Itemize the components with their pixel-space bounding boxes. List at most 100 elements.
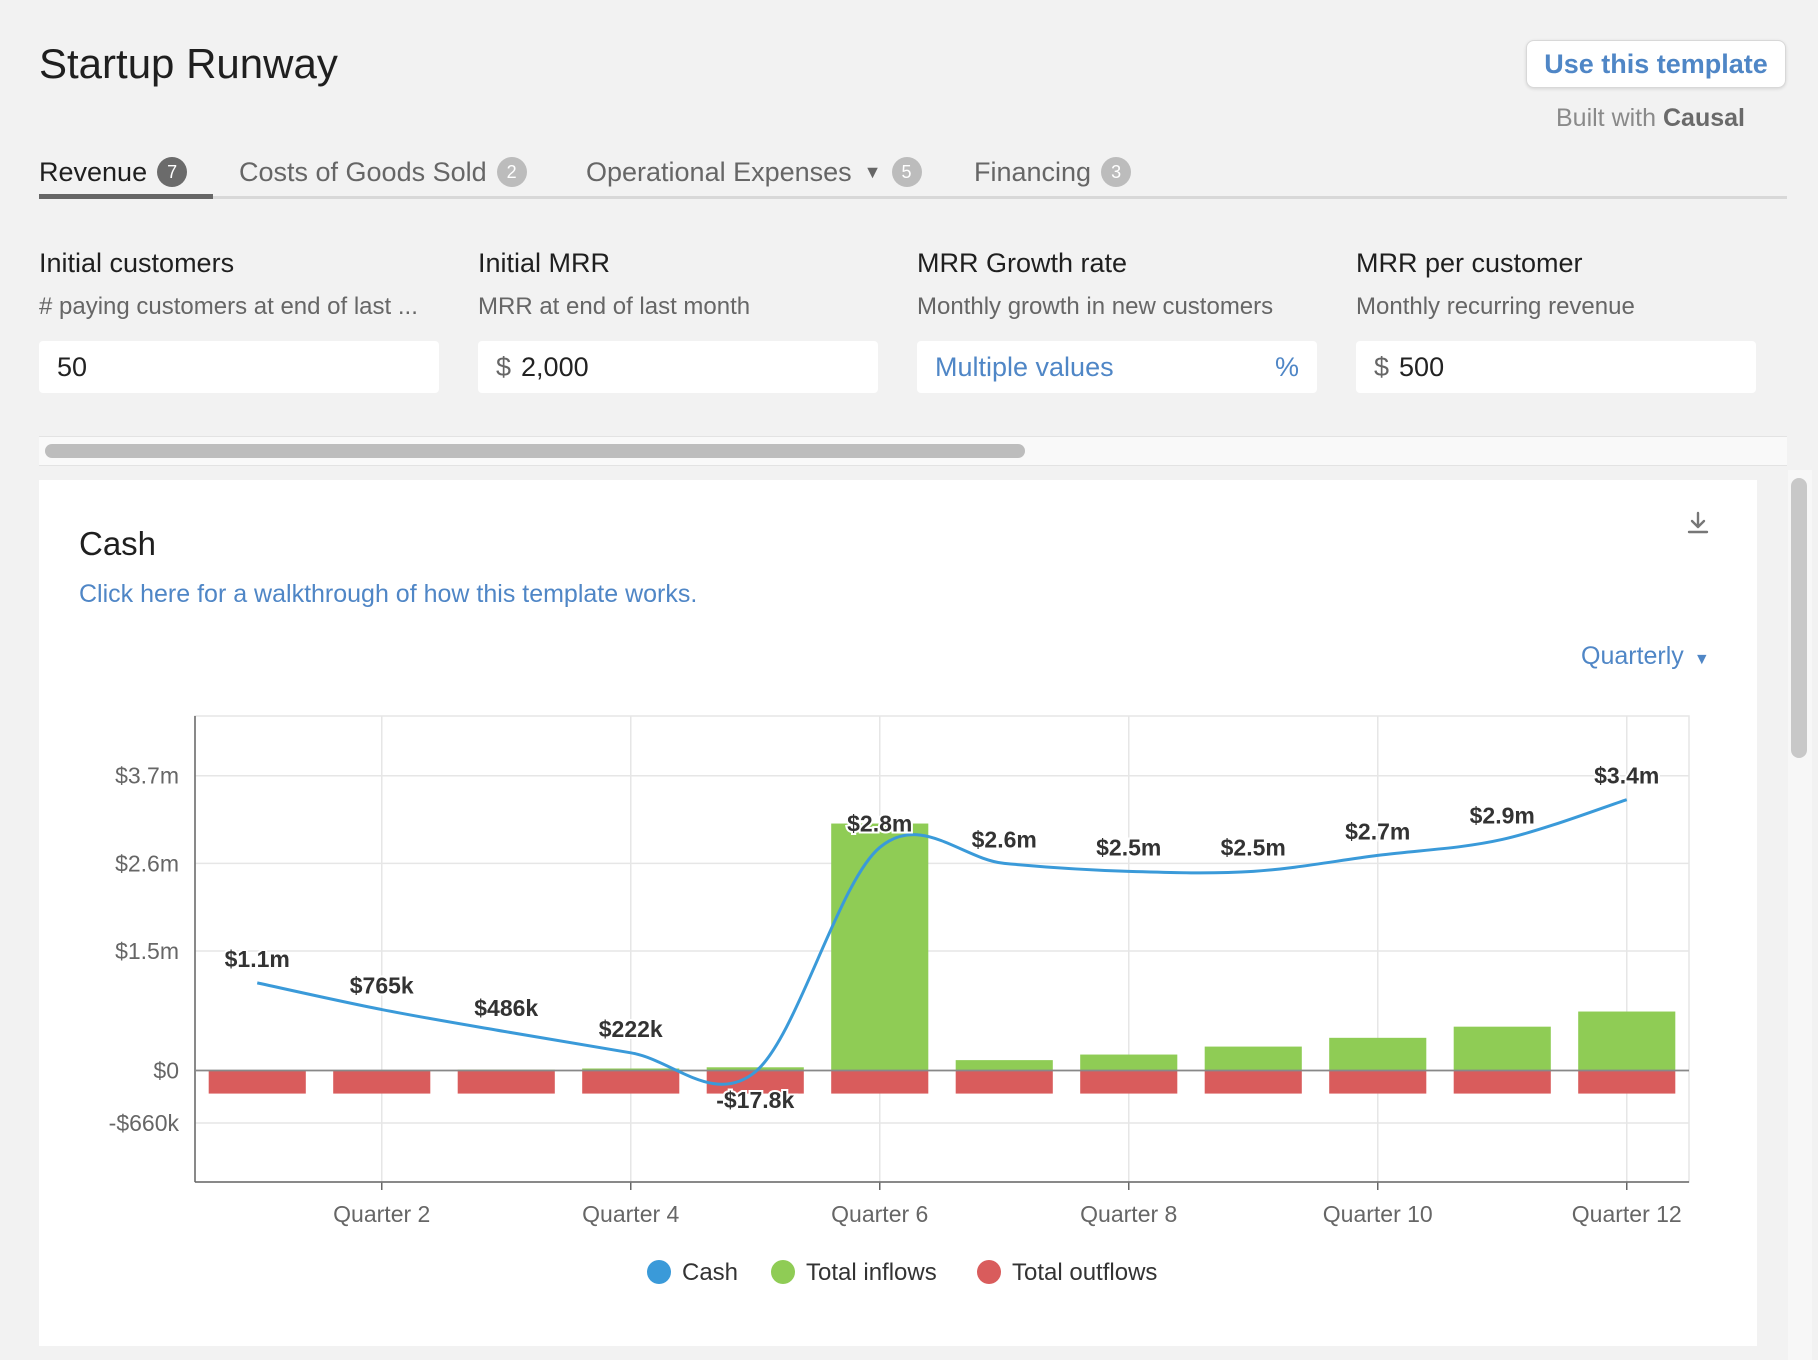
field-label: MRR per customer [1356, 248, 1583, 278]
field-label: MRR Growth rate [917, 248, 1128, 278]
tab-label: Financing [974, 156, 1092, 187]
x-tick-label: Quarter 2 [333, 1201, 430, 1227]
bar-total-outflows [955, 1070, 1053, 1094]
period-dropdown[interactable]: Quarterly ▼ [1581, 642, 1710, 671]
percent-suffix: % [1274, 351, 1299, 382]
field-description: Monthly recurring revenue [1356, 293, 1635, 320]
tab-label: Revenue [39, 156, 148, 187]
x-tick-label: Quarter 12 [1572, 1201, 1682, 1227]
tab-label: Operational Expenses [586, 156, 852, 187]
tab-count-badge: 3 [1101, 157, 1132, 187]
initial-mrr-input[interactable]: $ 2,000 [478, 341, 878, 393]
field-description: Monthly growth in new customers [917, 293, 1274, 320]
bar-total-outflows [1329, 1070, 1427, 1094]
bar-total-outflows [1453, 1070, 1551, 1094]
tab-count-badge: 5 [891, 157, 922, 187]
cash-data-label: $222k [599, 1016, 663, 1042]
x-tick-label: Quarter 8 [1080, 1201, 1177, 1227]
tab-operational-expenses[interactable]: Operational Expenses ▼ 5 [586, 148, 922, 196]
use-template-button[interactable]: Use this template [1526, 40, 1786, 88]
caret-down-icon: ▼ [863, 161, 882, 182]
field-description: # paying customers at end of last ... [39, 293, 418, 320]
tab-count-badge: 2 [496, 157, 527, 187]
period-value: Quarterly [1581, 642, 1684, 670]
legend-label: Total outflows [1012, 1259, 1157, 1286]
x-tick-label: Quarter 10 [1323, 1201, 1433, 1227]
walkthrough-link[interactable]: Click here for a walkthrough of how this… [79, 580, 698, 608]
y-tick-label: $2.6m [115, 850, 179, 876]
tab-financing[interactable]: Financing 3 [974, 148, 1132, 196]
chevron-down-icon: ▼ [1693, 651, 1710, 668]
y-tick-label: $3.7m [115, 763, 179, 789]
field-initial-customers: Initial customers # paying customers at … [39, 248, 439, 393]
bar-total-outflows [1578, 1070, 1676, 1094]
y-tick-label: $1.5m [115, 938, 179, 964]
cash-data-label: $2.5m [1221, 834, 1286, 860]
bar-total-inflows [955, 1060, 1053, 1071]
currency-prefix: $ [496, 351, 512, 382]
tab-label: Costs of Goods Sold [239, 156, 487, 187]
bar-total-inflows [831, 823, 929, 1071]
bar-total-inflows [1204, 1046, 1302, 1071]
built-with-causal[interactable]: Built with Causal [1556, 104, 1745, 132]
bar-total-outflows [333, 1070, 431, 1094]
legend-label: Cash [682, 1259, 738, 1286]
legend-marker [647, 1260, 671, 1284]
x-tick-label: Quarter 4 [582, 1201, 679, 1227]
bar-total-inflows [1329, 1037, 1427, 1071]
tab-revenue[interactable]: Revenue 7 [39, 148, 188, 196]
bar-total-outflows [1204, 1070, 1302, 1094]
tab-count-badge: 7 [157, 157, 188, 187]
bar-total-inflows [582, 1068, 680, 1071]
field-label: Initial customers [39, 248, 235, 278]
bar-total-outflows [831, 1070, 929, 1094]
field-mrr-per-customer: MRR per customer Monthly recurring reven… [1356, 248, 1756, 393]
tab-bar: Revenue 7 Costs of Goods Sold 2 Operatio… [39, 148, 1787, 198]
cash-data-label: -$17.8k [716, 1087, 794, 1113]
legend-label: Total inflows [806, 1259, 937, 1286]
mrr-growth-rate-input[interactable]: Multiple values % [917, 341, 1317, 393]
x-tick-label: Quarter 6 [831, 1201, 928, 1227]
legend-marker [771, 1260, 795, 1284]
download-icon[interactable] [1683, 508, 1713, 538]
cash-data-label: $2.8m [847, 810, 912, 836]
y-tick-label: $0 [153, 1057, 179, 1083]
tab-divider [39, 196, 1787, 199]
bar-total-inflows [706, 1067, 804, 1071]
cash-data-label: $486k [474, 995, 538, 1021]
active-tab-indicator [39, 194, 213, 199]
currency-prefix: $ [1374, 351, 1390, 382]
cash-data-label: $3.4m [1594, 763, 1659, 789]
field-initial-mrr: Initial MRR MRR at end of last month $ 2… [478, 248, 878, 393]
bar-total-outflows [706, 1070, 804, 1094]
bar-total-outflows [582, 1070, 680, 1094]
chart-title: Cash [79, 525, 157, 562]
input-value: 50 [57, 351, 88, 382]
input-value: 2,000 [521, 351, 589, 382]
cash-chart: $3.7m $2.6m $1.5m $0 -$660k Quarter 2 Quarter … [109, 715, 1690, 1286]
cash-data-label: $2.7m [1345, 818, 1410, 844]
bar-total-inflows [1453, 1026, 1551, 1071]
vertical-scrollbar[interactable] [1788, 470, 1812, 1360]
input-value: 500 [1399, 351, 1445, 382]
initial-customers-input[interactable]: 50 [39, 341, 439, 393]
bar-total-outflows [208, 1070, 306, 1094]
field-description: MRR at end of last month [478, 293, 751, 320]
tab-costs-of-goods-sold[interactable]: Costs of Goods Sold 2 [239, 148, 527, 196]
mrr-per-customer-input[interactable]: $ 500 [1356, 341, 1756, 393]
cash-data-label: $2.5m [1096, 834, 1161, 860]
cash-chart-card: Cash Click here for a walkthrough of how… [39, 480, 1757, 1346]
field-mrr-growth-rate: MRR Growth rate Monthly growth in new cu… [917, 248, 1317, 393]
cash-data-label: $765k [350, 973, 414, 999]
input-value: Multiple values [935, 351, 1114, 382]
cash-data-label: $2.6m [972, 826, 1037, 852]
plot-border [194, 715, 1690, 1183]
y-tick-label: -$660k [109, 1110, 180, 1136]
field-label: Initial MRR [478, 248, 611, 278]
cash-data-label: $1.1m [225, 946, 290, 972]
cash-line [256, 798, 1628, 1086]
bar-total-outflows [1080, 1070, 1178, 1094]
horizontal-scroll-thumb[interactable] [45, 444, 1025, 458]
vertical-scroll-thumb[interactable] [1791, 478, 1807, 758]
horizontal-scrollbar[interactable] [39, 436, 1787, 466]
